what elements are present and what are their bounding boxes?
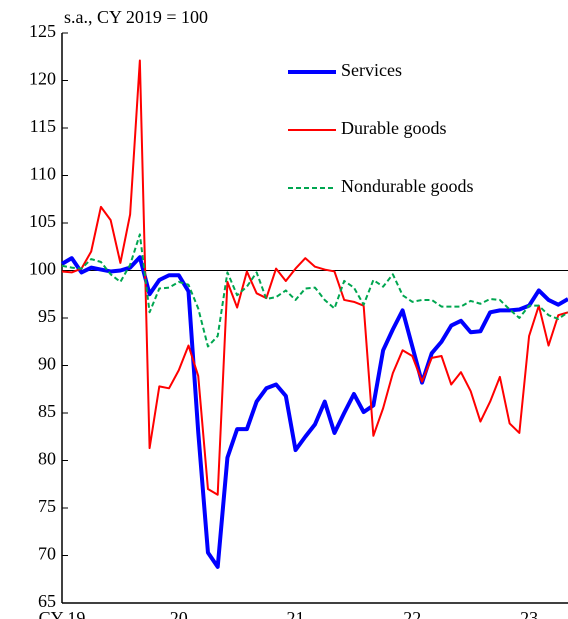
y-tick-label: 115: [30, 116, 56, 136]
legend-label: Services: [341, 60, 402, 80]
y-tick-label: 120: [29, 69, 56, 89]
y-tick-label: 95: [38, 306, 56, 326]
x-tick-label: 20: [170, 608, 188, 619]
y-tick-label: 80: [38, 449, 56, 469]
x-tick-label: 22: [403, 608, 421, 619]
y-tick-label: 100: [29, 259, 56, 279]
y-tick-label: 125: [29, 21, 56, 41]
series-line: [61, 59, 568, 496]
y-tick-label: 105: [29, 211, 56, 231]
legend-label: Durable goods: [341, 118, 446, 138]
y-tick-label: 90: [38, 354, 56, 374]
legend-label: Nondurable goods: [341, 176, 473, 196]
series-line: [60, 255, 568, 569]
x-tick-label: 21: [287, 608, 305, 619]
y-tick-label: 85: [38, 401, 56, 421]
series-line: [61, 233, 568, 348]
y-tick-label: 75: [38, 496, 56, 516]
y-tick-label: 70: [38, 544, 56, 564]
x-tick-label: 23: [520, 608, 538, 619]
y-tick-label: 110: [30, 164, 56, 184]
x-tick-label: CY 19: [39, 608, 86, 619]
y-axis-label: s.a., CY 2019 = 100: [64, 7, 208, 27]
y-tick-label: 65: [38, 591, 56, 611]
